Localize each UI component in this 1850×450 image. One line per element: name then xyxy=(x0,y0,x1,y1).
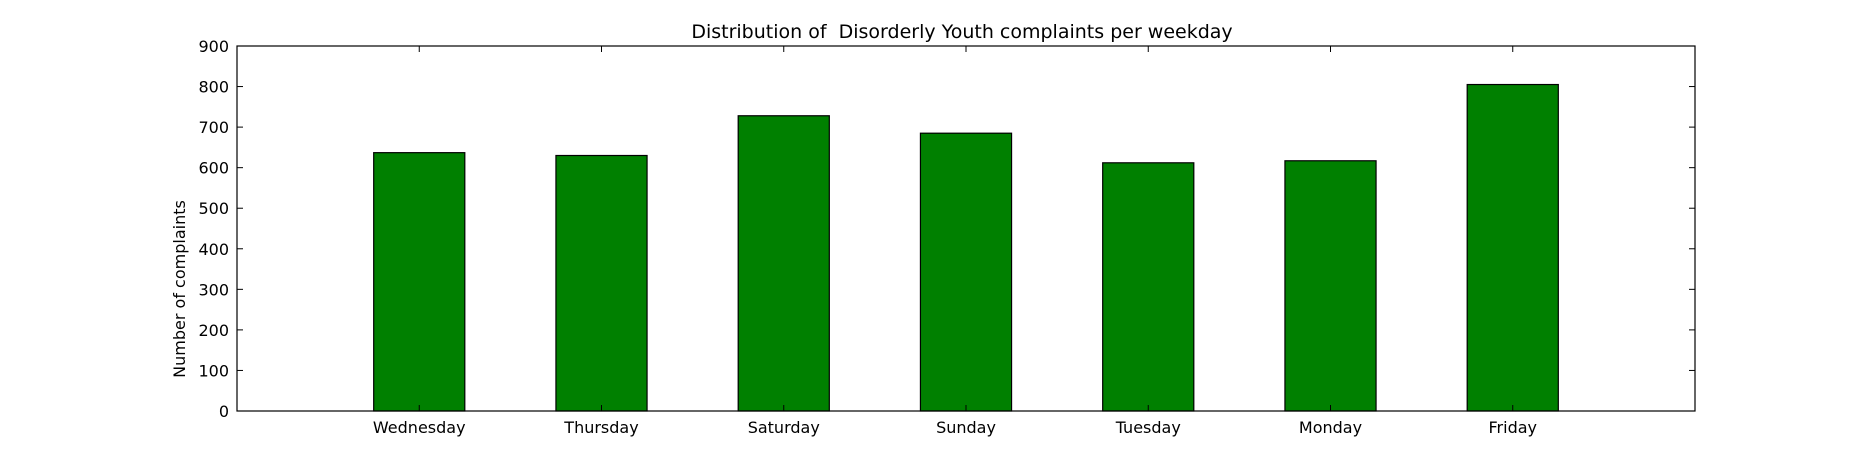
y-tick-label: 300 xyxy=(198,280,229,299)
y-tick-label: 700 xyxy=(198,118,229,137)
plot-frame xyxy=(236,45,1696,412)
y-tick-label: 800 xyxy=(198,78,229,97)
y-tick-label: 600 xyxy=(198,159,229,178)
chart-title: Distribution of Disorderly Youth complai… xyxy=(691,21,1232,43)
x-tick-label-tuesday: Tuesday xyxy=(1115,418,1181,437)
y-tick-label: 400 xyxy=(198,240,229,259)
x-tick-label-thursday: Thursday xyxy=(563,418,638,437)
bars-group xyxy=(373,83,1559,412)
x-tick-label-wednesday: Wednesday xyxy=(373,418,466,437)
bar-thursday xyxy=(555,154,648,412)
y-tick-label: 100 xyxy=(198,361,229,380)
y-tick-label: 500 xyxy=(198,199,229,218)
bar-tuesday xyxy=(1102,162,1195,412)
x-tick-label-monday: Monday xyxy=(1299,418,1362,437)
x-tick-label-saturday: Saturday xyxy=(748,418,820,437)
bar-saturday xyxy=(737,115,830,412)
y-tick-label: 200 xyxy=(198,321,229,340)
bar-wednesday xyxy=(373,152,466,412)
x-tick-label-sunday: Sunday xyxy=(936,418,996,437)
y-tick-label: 900 xyxy=(198,37,229,56)
bar-monday xyxy=(1284,160,1377,412)
y-axis-label: Number of complaints xyxy=(170,200,189,378)
bar-friday xyxy=(1466,83,1559,412)
x-tick-label-friday: Friday xyxy=(1489,418,1538,437)
y-axis-ticks: 0 100 200 300 400 500 600 700 800 900 xyxy=(198,37,1695,421)
bar-sunday xyxy=(919,132,1013,412)
x-axis-ticks: Wednesday Thursday Saturday Sunday Tuesday Mo… xyxy=(373,46,1537,437)
y-tick-label: 0 xyxy=(219,402,229,421)
